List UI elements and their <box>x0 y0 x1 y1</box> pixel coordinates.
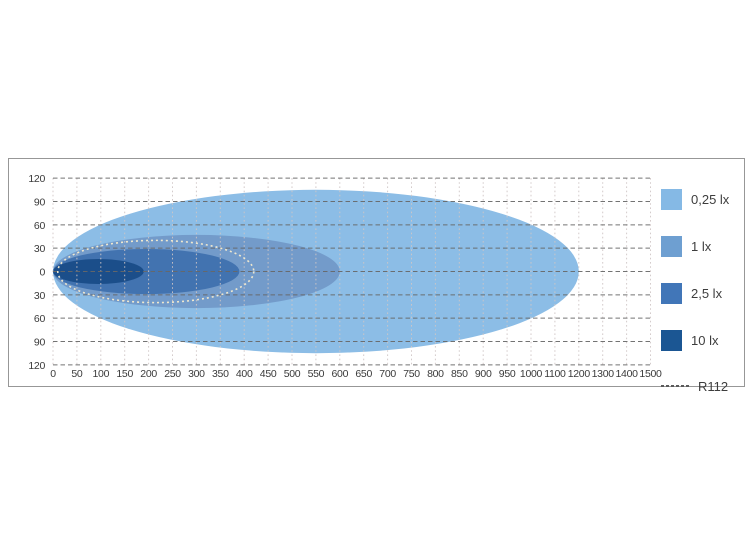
y-tick-label: 120 <box>28 173 45 185</box>
chart-container: 120 90 60 30 0 30 60 90 120 0 50 100 150 200 250 300 350… <box>8 158 745 394</box>
x-tick-label: 0 <box>50 368 56 380</box>
x-tick-label: 800 <box>427 368 444 380</box>
legend-label-025lx: 0,25 lx <box>691 192 730 207</box>
legend-label-25lx: 2,5 lx <box>691 286 723 301</box>
y-tick-label: 90 <box>34 337 46 349</box>
x-tick-label: 150 <box>116 368 133 380</box>
x-tick-label: 1300 <box>592 368 615 380</box>
x-tick-label: 100 <box>92 368 109 380</box>
legend-swatch-025lx <box>661 189 682 210</box>
x-tick-label: 750 <box>403 368 420 380</box>
r112-dash-sample <box>661 385 691 387</box>
y-tick-label: 30 <box>34 243 46 255</box>
r112-boundary <box>56 239 255 304</box>
x-tick-label: 900 <box>475 368 492 380</box>
y-tick-label: 30 <box>34 290 46 302</box>
legend-label-10lx: 10 lx <box>691 333 719 348</box>
x-tick-label: 650 <box>355 368 372 380</box>
x-tick-label: 700 <box>379 368 396 380</box>
x-tick-label: 1500 <box>639 368 662 380</box>
legend: 0,25 lx 1 lx 2,5 lx 10 lx R112 <box>661 189 743 395</box>
legend-label-1lx: 1 lx <box>691 239 712 254</box>
legend-swatch-10lx <box>661 330 682 351</box>
legend-swatch-25lx <box>661 283 682 304</box>
x-tick-label: 250 <box>164 368 181 380</box>
legend-item-r112: R112 <box>661 377 743 395</box>
x-tick-label: 400 <box>236 368 253 380</box>
x-tick-label: 200 <box>140 368 157 380</box>
legend-item-1lx: 1 lx <box>661 236 743 257</box>
x-tick-label: 350 <box>212 368 229 380</box>
y-tick-label: 120 <box>28 360 45 372</box>
x-tick-label: 50 <box>71 368 83 380</box>
x-tick-label: 850 <box>451 368 468 380</box>
legend-label-r112: R112 <box>698 378 729 394</box>
legend-swatch-1lx <box>661 236 682 257</box>
x-tick-label: 450 <box>260 368 277 380</box>
legend-item-10lx: 10 lx <box>661 330 743 351</box>
legend-item-25lx: 2,5 lx <box>661 283 743 304</box>
y-tick-label: 60 <box>34 220 46 232</box>
x-tick-label: 500 <box>284 368 301 380</box>
x-tick-label: 1100 <box>544 368 566 380</box>
x-tick-label: 550 <box>308 368 325 380</box>
y-tick-label: 90 <box>34 196 46 208</box>
x-tick-label: 1400 <box>616 368 639 380</box>
x-tick-label: 1200 <box>568 368 591 380</box>
legend-item-025lx: 0,25 lx <box>661 189 743 210</box>
x-tick-label: 950 <box>499 368 516 380</box>
x-tick-label: 600 <box>331 368 348 380</box>
x-tick-label: 300 <box>188 368 205 380</box>
y-tick-label: 60 <box>34 313 46 325</box>
y-tick-label: 0 <box>39 267 45 279</box>
x-tick-label: 1000 <box>520 368 543 380</box>
